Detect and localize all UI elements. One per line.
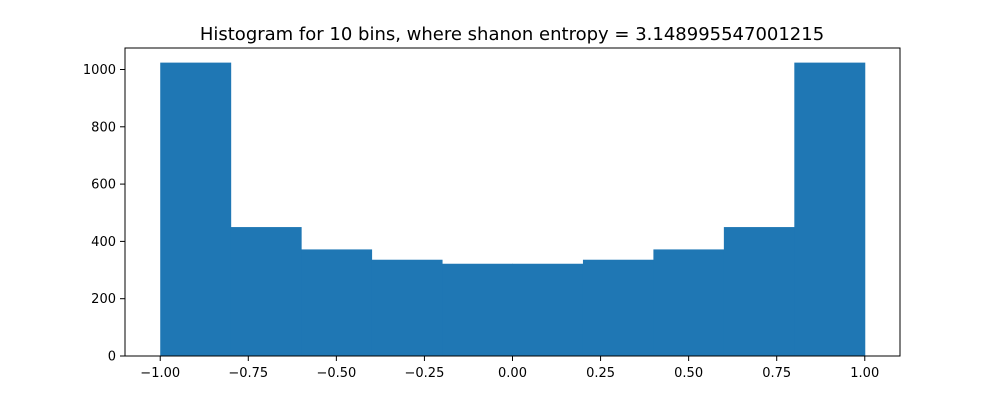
x-tick-label: −1.00 (140, 366, 180, 381)
x-tick-label: 1.00 (850, 366, 879, 381)
histogram-bar-5 (442, 263, 513, 356)
y-tick-label: 800 (91, 120, 116, 135)
y-axis: 0 200 400 600 800 1000 (83, 63, 125, 365)
histogram-bar-8 (653, 249, 725, 356)
histogram-bar-10 (794, 62, 866, 357)
histogram-bar-9 (723, 227, 795, 356)
histogram-bars (160, 62, 866, 357)
histogram-bar-7 (582, 259, 654, 356)
histogram-bar-6 (512, 263, 584, 356)
x-tick-label: 0.00 (498, 366, 527, 381)
plot-frame (124, 47, 901, 357)
x-tick-label: 0.75 (762, 366, 791, 381)
x-tick-label: 0.50 (674, 366, 703, 381)
chart-title: Histogram for 10 bins, where shanon entr… (200, 24, 824, 45)
x-axis: −1.00 −0.75 −0.50 −0.25 0.00 0.25 0.50 0.75 1.00 (140, 356, 879, 381)
histogram-bar-3 (301, 249, 373, 356)
y-tick-label: 0 (108, 350, 116, 365)
x-tick-label: −0.75 (228, 366, 268, 381)
y-tick-label: 600 (91, 178, 116, 193)
y-tick-label: 400 (91, 235, 116, 250)
y-tick-label: 200 (91, 292, 116, 307)
x-tick-label: −0.50 (316, 366, 356, 381)
x-tick-label: −0.25 (405, 366, 445, 381)
x-tick-label: 0.25 (586, 366, 615, 381)
y-tick-label: 1000 (83, 63, 116, 78)
histogram-bar-1 (160, 62, 232, 357)
histogram-bar-4 (371, 259, 443, 356)
histogram-bar-2 (230, 227, 302, 356)
